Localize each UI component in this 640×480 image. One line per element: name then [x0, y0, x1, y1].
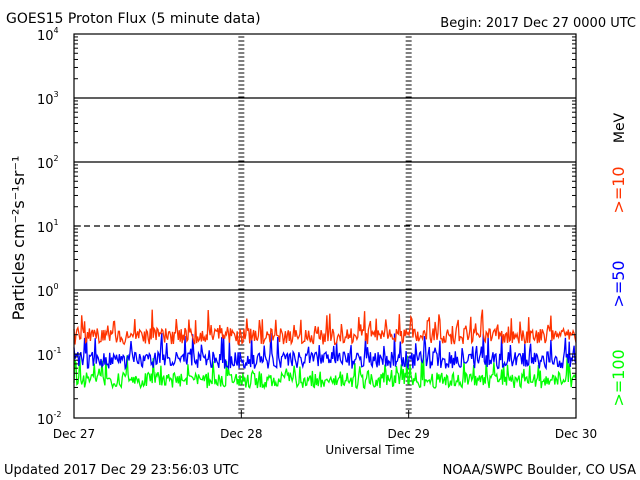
y-axis-label: Particles cm⁻²s⁻¹sr⁻¹: [9, 156, 28, 321]
chart-title: GOES15 Proton Flux (5 minute data): [6, 11, 261, 27]
series-line-gege50: [73, 333, 577, 371]
y-tick-label: 10-2: [37, 410, 62, 428]
x-axis-label: Universal Time: [325, 443, 414, 457]
y-tick-labels: 10-2 10-1 100 101 102 103 104: [37, 26, 62, 428]
series-line-gege10: [73, 309, 577, 346]
threshold-lines: [74, 97, 576, 291]
legend-ge100: >=100: [609, 349, 628, 406]
x-tick-label: Dec 27: [53, 427, 95, 441]
y-tick-label: 101: [37, 218, 59, 236]
legend-ge50: >=50: [609, 260, 628, 307]
unit-label: MeV: [612, 112, 628, 143]
y-tick-label: 100: [37, 282, 59, 300]
day-dividers: [238, 36, 412, 414]
plot-frame: [73, 33, 577, 419]
series-layer: [73, 309, 577, 391]
source-credit: NOAA/SWPC Boulder, CO USA: [443, 463, 636, 478]
y-tick-label: 10-1: [37, 346, 62, 364]
begin-date: Begin: 2017 Dec 27 0000 UTC: [440, 16, 636, 31]
x-tick-labels: Dec 27 Dec 28 Dec 29 Dec 30: [53, 427, 597, 441]
x-tick-label: Dec 29: [388, 427, 430, 441]
y-tick-label: 102: [37, 154, 59, 172]
x-tick-label: Dec 30: [555, 427, 597, 441]
legend-ge10: >=10: [609, 166, 628, 213]
series-line-gege100: [73, 354, 577, 391]
y-tick-label: 103: [37, 90, 59, 108]
updated-timestamp: Updated 2017 Dec 29 23:56:03 UTC: [4, 463, 239, 478]
x-tick-label: Dec 28: [220, 427, 262, 441]
y-tick-label: 104: [37, 26, 59, 44]
